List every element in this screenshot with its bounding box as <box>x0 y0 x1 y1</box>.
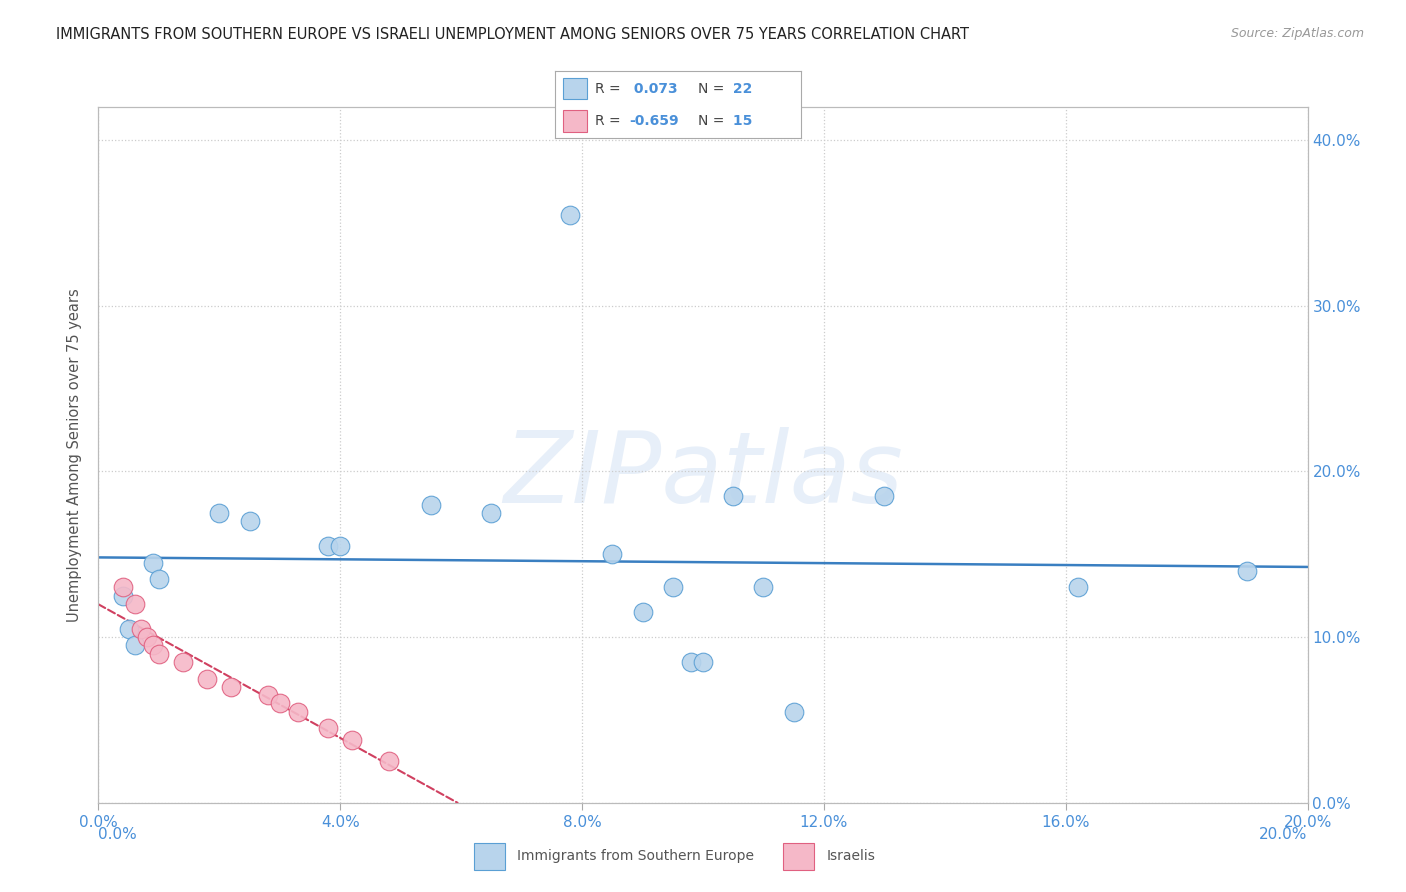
Bar <box>562 110 588 131</box>
Y-axis label: Unemployment Among Seniors over 75 years: Unemployment Among Seniors over 75 years <box>67 288 83 622</box>
Text: 20.0%: 20.0% <box>1260 827 1308 841</box>
Text: N =: N = <box>699 114 728 128</box>
Point <box>377 755 399 769</box>
Point <box>558 208 581 222</box>
Point <box>287 705 309 719</box>
Text: IMMIGRANTS FROM SOUTHERN EUROPE VS ISRAELI UNEMPLOYMENT AMONG SENIORS OVER 75 YE: IMMIGRANTS FROM SOUTHERN EUROPE VS ISRAE… <box>56 27 969 42</box>
Point <box>316 539 339 553</box>
Point <box>124 639 146 653</box>
Point <box>129 622 152 636</box>
Text: 0.073: 0.073 <box>630 82 678 95</box>
Point <box>1236 564 1258 578</box>
Point <box>420 498 443 512</box>
Point <box>873 489 896 503</box>
Point <box>679 655 702 669</box>
Point <box>124 597 146 611</box>
Text: R =: R = <box>595 82 624 95</box>
Point <box>208 506 231 520</box>
Point <box>221 680 243 694</box>
Bar <box>783 843 814 870</box>
Point <box>692 655 714 669</box>
Point <box>481 506 503 520</box>
Point <box>111 589 134 603</box>
Text: R =: R = <box>595 114 624 128</box>
Point <box>316 721 339 735</box>
Text: 0.0%: 0.0% <box>98 827 138 841</box>
Bar <box>562 78 588 99</box>
Text: Source: ZipAtlas.com: Source: ZipAtlas.com <box>1230 27 1364 40</box>
Point <box>752 581 775 595</box>
Point <box>148 647 170 661</box>
Text: N =: N = <box>699 82 728 95</box>
Point <box>329 539 352 553</box>
Point <box>195 672 218 686</box>
Point <box>172 655 194 669</box>
Point <box>269 697 291 711</box>
Text: -0.659: -0.659 <box>630 114 679 128</box>
Point <box>602 547 624 561</box>
Point <box>342 732 364 747</box>
Text: ZIPatlas: ZIPatlas <box>503 427 903 524</box>
Text: Immigrants from Southern Europe: Immigrants from Southern Europe <box>517 849 755 863</box>
Point <box>256 688 278 702</box>
Point <box>148 572 170 586</box>
Point <box>723 489 745 503</box>
Text: 15: 15 <box>728 114 752 128</box>
Point <box>1067 581 1090 595</box>
Point <box>142 556 165 570</box>
Bar <box>474 843 505 870</box>
Point <box>783 705 806 719</box>
Point <box>239 514 262 528</box>
Text: Israelis: Israelis <box>827 849 876 863</box>
Point <box>118 622 141 636</box>
Point <box>142 639 165 653</box>
Text: 22: 22 <box>728 82 752 95</box>
Point <box>111 581 134 595</box>
Point <box>662 581 685 595</box>
Point <box>631 605 654 619</box>
Point <box>135 630 157 644</box>
